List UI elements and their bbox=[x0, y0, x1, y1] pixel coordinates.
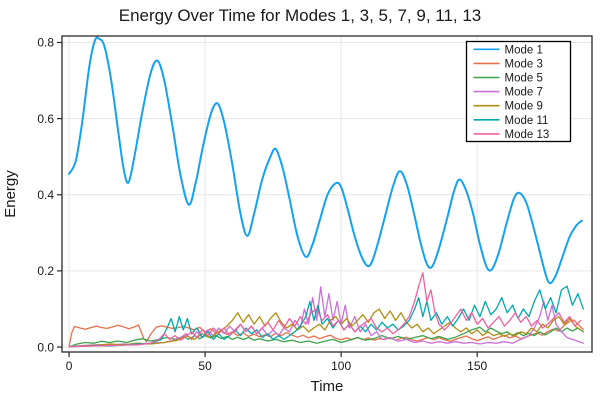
x-tick-label: 150 bbox=[467, 359, 487, 373]
y-tick-label: 0.6 bbox=[37, 112, 54, 126]
legend-item: Mode 1 bbox=[473, 44, 543, 56]
series-line-mode-5 bbox=[68, 326, 584, 348]
y-axis-label: Energy bbox=[2, 170, 19, 218]
series-lines bbox=[68, 36, 584, 348]
legend: Mode 1 Mode 3 Mode 5 Mode 7 Mode 9 Mode 11 Mod… bbox=[465, 40, 572, 143]
x-tick-label: 100 bbox=[331, 359, 351, 373]
x-tick-label: 50 bbox=[198, 359, 212, 373]
legend-label: Mode 11 bbox=[505, 115, 549, 127]
y-tick-label: 0.4 bbox=[37, 188, 54, 202]
series-line-mode-1 bbox=[68, 36, 583, 285]
series-line-mode-13 bbox=[68, 272, 582, 348]
x-tick-label: 0 bbox=[66, 359, 73, 373]
plot-frame bbox=[61, 35, 593, 353]
legend-item: Mode 13 bbox=[473, 129, 550, 141]
y-tick-label: 0.8 bbox=[37, 36, 54, 50]
legend-label: Mode 13 bbox=[505, 129, 550, 141]
series-line-mode-7 bbox=[68, 286, 584, 348]
legend-item: Mode 7 bbox=[473, 87, 543, 99]
legend-item: Mode 5 bbox=[473, 73, 543, 85]
axis-ticks: 0 50 100 150 0.0 0.2 0.4 0.6 0.8 bbox=[37, 36, 487, 373]
y-tick-label: 0.0 bbox=[37, 340, 54, 354]
legend-item: Mode 3 bbox=[473, 58, 543, 70]
legend-label: Mode 7 bbox=[505, 87, 543, 99]
chart-title: Energy Over Time for Modes 1, 3, 5, 7, 9… bbox=[119, 6, 482, 25]
legend-label: Mode 1 bbox=[505, 44, 543, 56]
legend-label: Mode 9 bbox=[505, 101, 543, 113]
x-axis-label: Time bbox=[311, 378, 344, 395]
legend-label: Mode 5 bbox=[505, 73, 543, 85]
y-tick-label: 0.2 bbox=[37, 264, 54, 278]
legend-label: Mode 3 bbox=[505, 58, 543, 70]
legend-item: Mode 11 bbox=[473, 115, 549, 127]
series-line-mode-9 bbox=[68, 308, 582, 348]
legend-item: Mode 9 bbox=[473, 101, 543, 113]
